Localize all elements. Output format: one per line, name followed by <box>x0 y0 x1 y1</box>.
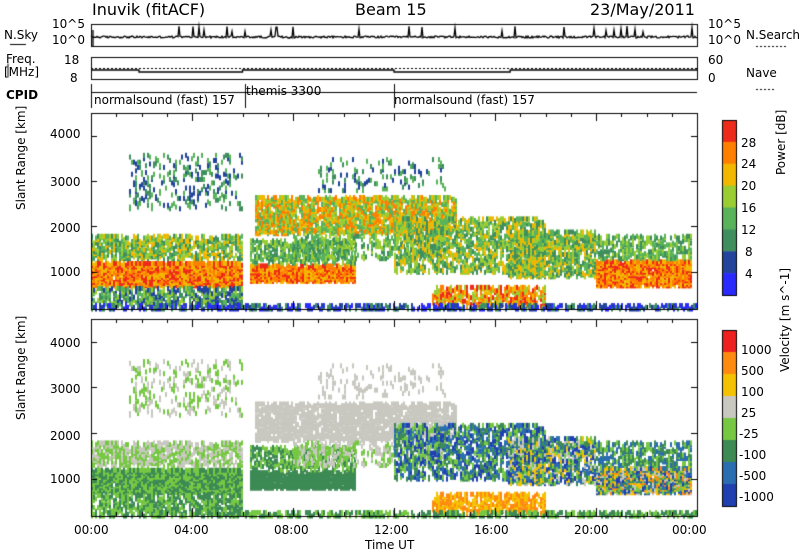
velocity-cb-tick-minus-100: -100 <box>739 448 767 462</box>
power-cb-tick-20: 20 <box>741 179 757 193</box>
velocity-cb-tick-minus-500: -500 <box>739 469 767 483</box>
date-title: 23/May/2011 <box>590 0 695 19</box>
nsky-label: N.Sky <box>4 28 39 42</box>
velocity-ytick-4000: 4000 <box>50 336 81 350</box>
power-ytick-3000: 3000 <box>50 175 81 189</box>
cpid-label: CPID <box>6 88 39 102</box>
station-title: Inuvik (fitACF) <box>92 0 206 19</box>
velocity-cb-tick-25: 25 <box>741 406 757 420</box>
velocity-ylabel: Slant Range [km] <box>14 315 28 420</box>
nsky-tick-bottom: 10^0 <box>52 33 85 47</box>
velocity-cb-tick-100: 100 <box>741 385 764 399</box>
nsearch-label: N.Search <box>746 28 800 42</box>
velocity-cb-tick-minus-1000: -1000 <box>739 490 774 504</box>
freq-tick-top: 18 <box>64 53 80 67</box>
velocity-ytick-3000: 3000 <box>50 382 81 396</box>
power-ylabel: Slant Range [km] <box>14 105 28 210</box>
freq-label: Freq. <box>6 52 36 66</box>
power-ytick-2000: 2000 <box>50 221 81 235</box>
velocity-cb-tick-1000: 1000 <box>741 343 772 357</box>
power-ytick-4000: 4000 <box>50 127 81 141</box>
freq-unit: [MHz] <box>4 65 40 79</box>
beam-title: Beam 15 <box>355 0 427 19</box>
xtick-08: 08:00 <box>274 523 309 537</box>
power-cb-tick-28: 28 <box>741 136 757 150</box>
velocity-ytick-1000: 1000 <box>50 472 81 486</box>
velocity-cb-tick-minus-25: -25 <box>739 427 759 441</box>
nave-tick-bottom: 0 <box>708 71 716 85</box>
xtick-00-start: 00:00 <box>74 523 109 537</box>
xtick-20: 20:00 <box>574 523 609 537</box>
power-cb-tick-4: 4 <box>745 267 753 281</box>
power-ytick-1000: 1000 <box>50 265 81 279</box>
velocity-colorbar-label: Velocity [m s^-1] <box>778 267 792 372</box>
nave-label: Nave <box>746 66 777 80</box>
cpid-segment-2: themis 3300 <box>246 84 322 98</box>
nsearch-tick-bottom: 10^0 <box>708 33 741 47</box>
nave-tick-top: 60 <box>708 53 724 67</box>
cpid-segment-3: normalsound (fast) 157 <box>394 93 535 107</box>
xtick-12: 12:00 <box>374 523 409 537</box>
nsky-tick-top: 10^5 <box>52 17 85 31</box>
freq-tick-bottom: 8 <box>70 71 78 85</box>
xtick-00-end: 00:00 <box>672 523 707 537</box>
velocity-ytick-2000: 2000 <box>50 429 81 443</box>
velocity-cb-tick-500: 500 <box>741 364 764 378</box>
nsearch-tick-top: 10^5 <box>708 17 741 31</box>
x-axis-title: Time UT <box>365 538 415 552</box>
xtick-04: 04:00 <box>174 523 209 537</box>
cpid-segment-1: normalsound (fast) 157 <box>94 93 235 107</box>
power-cb-tick-8: 8 <box>745 245 753 259</box>
power-colorbar-label: Power [dB] <box>774 109 788 175</box>
power-cb-tick-12: 12 <box>741 223 757 237</box>
power-cb-tick-24: 24 <box>741 157 757 171</box>
xtick-16: 16:00 <box>474 523 509 537</box>
power-cb-tick-16: 16 <box>741 201 757 215</box>
